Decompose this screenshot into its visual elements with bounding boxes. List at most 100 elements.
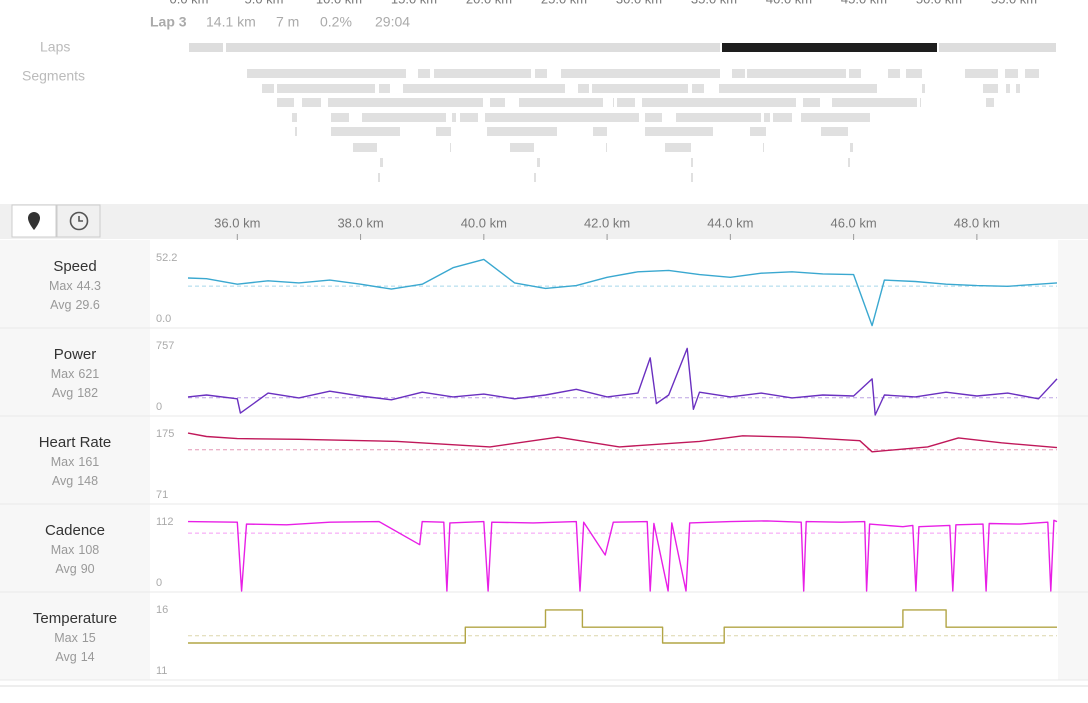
segment-bar[interactable] (850, 143, 853, 152)
metric-max: Max 108 (51, 543, 100, 557)
segment-bar[interactable] (593, 127, 607, 136)
overview-tick-label: 50.0 km (916, 0, 962, 6)
y-tick-label: 0 (156, 401, 162, 413)
segment-bar[interactable] (763, 143, 764, 152)
segment-bar[interactable] (922, 84, 925, 93)
y-tick-label: 175 (156, 428, 174, 440)
segment-bar[interactable] (519, 98, 603, 107)
segment-bar[interactable] (764, 113, 770, 122)
segment-bar[interactable] (965, 69, 998, 78)
segment-bar[interactable] (642, 98, 796, 107)
segment-bar[interactable] (617, 98, 635, 107)
segment-bar[interactable] (692, 84, 704, 93)
segment-bar[interactable] (832, 98, 917, 107)
segment-bar[interactable] (676, 113, 761, 122)
segment-bars (247, 69, 1039, 182)
segment-bar[interactable] (665, 143, 691, 152)
segment-bar[interactable] (403, 84, 565, 93)
segment-bar[interactable] (379, 84, 390, 93)
y-tick-label: 112 (156, 516, 174, 528)
segment-bar[interactable] (331, 127, 400, 136)
metric-title: Speed (53, 258, 96, 275)
segment-bar[interactable] (490, 98, 505, 107)
segment-bar[interactable] (1005, 69, 1018, 78)
segment-bar[interactable] (510, 143, 534, 152)
segment-bar[interactable] (485, 113, 639, 122)
x-tick-label: 48.0 km (954, 215, 1000, 230)
segment-bar[interactable] (418, 69, 430, 78)
segment-bar[interactable] (983, 84, 998, 93)
segment-bar[interactable] (1025, 69, 1039, 78)
segment-bar[interactable] (848, 158, 850, 167)
clock-icon (69, 211, 89, 231)
segment-bar[interactable] (592, 84, 688, 93)
segment-bar[interactable] (561, 69, 720, 78)
lap-segment-selected[interactable] (722, 43, 937, 52)
metric-max-label: Max (54, 631, 78, 645)
segment-bar[interactable] (613, 98, 614, 107)
segment-bar[interactable] (328, 98, 483, 107)
segment-bar[interactable] (888, 69, 900, 78)
segment-bar[interactable] (578, 84, 589, 93)
segment-bar[interactable] (362, 113, 446, 122)
metric-max-value: 621 (78, 367, 99, 381)
metric-max-label: Max (51, 367, 75, 381)
segment-bar[interactable] (732, 69, 745, 78)
lap-name: Lap 3 (150, 14, 187, 30)
segment-bar[interactable] (380, 158, 383, 167)
segment-bar[interactable] (1016, 84, 1020, 93)
segment-bar[interactable] (378, 173, 380, 182)
segment-bar[interactable] (436, 127, 451, 136)
segment-bar[interactable] (801, 113, 870, 122)
x-tick-label: 38.0 km (337, 215, 383, 230)
segment-bar[interactable] (295, 127, 297, 136)
segment-bar[interactable] (1006, 84, 1010, 93)
segment-bar[interactable] (277, 84, 375, 93)
segment-bar[interactable] (534, 173, 536, 182)
segment-bar[interactable] (460, 113, 478, 122)
segment-bar[interactable] (262, 84, 274, 93)
segment-bar[interactable] (537, 158, 540, 167)
segment-bar[interactable] (821, 127, 848, 136)
segment-bar[interactable] (803, 98, 820, 107)
lap-segment[interactable] (189, 43, 223, 52)
segment-bar[interactable] (849, 69, 861, 78)
segment-bar[interactable] (292, 113, 297, 122)
segments-label: Segments (22, 68, 85, 84)
pin-icon (28, 212, 40, 230)
segment-bar[interactable] (535, 69, 547, 78)
overview-tick-label: 10.0 km (316, 0, 362, 6)
segment-bar[interactable] (247, 69, 406, 78)
segment-bar[interactable] (487, 127, 557, 136)
lap-segment[interactable] (226, 43, 720, 52)
segment-bar[interactable] (773, 113, 792, 122)
segment-bar[interactable] (645, 127, 713, 136)
segment-bar[interactable] (606, 143, 607, 152)
segment-bar[interactable] (986, 98, 994, 107)
chart-panel (150, 329, 1058, 415)
segment-bar[interactable] (331, 113, 349, 122)
clock-hands (78, 216, 83, 222)
lap-segment[interactable] (939, 43, 1056, 52)
y-tick-label: 0.0 (156, 313, 171, 325)
segment-bar[interactable] (750, 127, 766, 136)
segment-bar[interactable] (691, 158, 693, 167)
segment-bar[interactable] (353, 143, 377, 152)
chart-panel (150, 505, 1058, 591)
segment-bar[interactable] (302, 98, 321, 107)
segment-bar[interactable] (906, 69, 922, 78)
segment-bar[interactable] (434, 69, 531, 78)
segment-bar[interactable] (719, 84, 877, 93)
segment-bar[interactable] (645, 113, 662, 122)
metric-title: Power (54, 346, 97, 363)
segment-bar[interactable] (450, 143, 451, 152)
segment-bar[interactable] (452, 113, 456, 122)
segment-bar[interactable] (277, 98, 294, 107)
metric-avg: Avg 14 (55, 650, 94, 664)
segment-bar[interactable] (691, 173, 693, 182)
data-line (187, 432, 1058, 453)
segment-bar[interactable] (747, 69, 846, 78)
metric-max: Max 44.3 (49, 279, 101, 293)
y-tick-label: 11 (156, 665, 167, 677)
segment-bar[interactable] (920, 98, 921, 107)
